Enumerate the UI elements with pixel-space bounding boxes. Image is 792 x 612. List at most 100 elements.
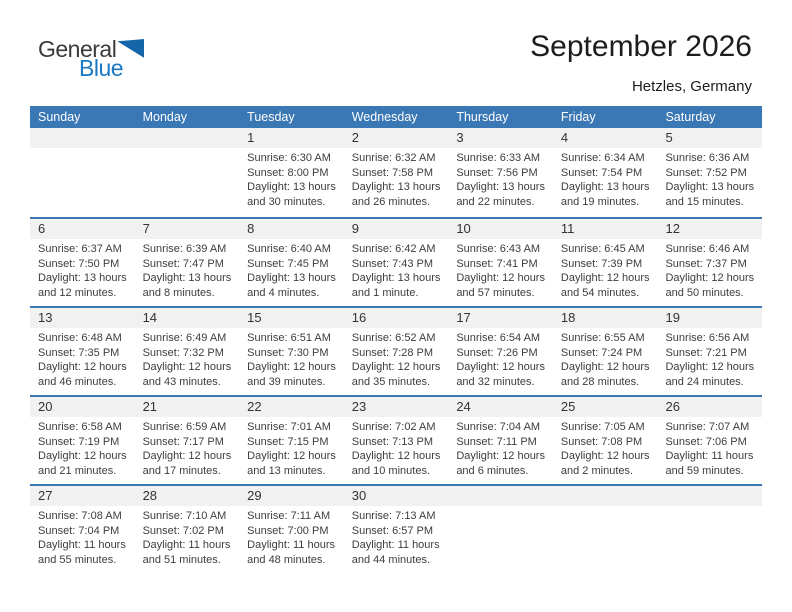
day-cell-empty bbox=[552, 486, 658, 573]
sunrise-text: Sunrise: 6:34 AM bbox=[560, 152, 645, 164]
day-number: 8 bbox=[239, 219, 344, 239]
daylight-text: Daylight: 12 hours and 57 minutes. bbox=[456, 272, 545, 299]
day-number: 4 bbox=[552, 128, 658, 148]
sunset-text: Sunset: 7:37 PM bbox=[665, 257, 747, 270]
daylight-text: Daylight: 13 hours and 8 minutes. bbox=[142, 272, 232, 299]
logo-text-general: General bbox=[38, 36, 117, 62]
daylight-text: Daylight: 12 hours and 32 minutes. bbox=[456, 361, 545, 388]
sunrise-text: Sunrise: 6:48 AM bbox=[38, 332, 122, 344]
weekday-friday: Friday bbox=[560, 110, 596, 124]
daylight-text: Daylight: 12 hours and 35 minutes. bbox=[351, 361, 441, 388]
sunrise-text: Sunrise: 7:08 AM bbox=[38, 510, 122, 522]
sunrise-text: Sunrise: 7:04 AM bbox=[456, 421, 541, 433]
day-number: 17 bbox=[448, 308, 553, 328]
day-cell-empty bbox=[657, 486, 763, 573]
day-number: 14 bbox=[134, 308, 240, 328]
day-cell: 19 Sunrise: 6:56 AM Sunset: 7:21 PM Dayligh… bbox=[657, 308, 763, 395]
day-cell: 17 Sunrise: 6:54 AM Sunset: 7:26 PM Dayligh… bbox=[448, 308, 553, 395]
day-number: 23 bbox=[343, 397, 449, 417]
daylight-text: Daylight: 12 hours and 43 minutes. bbox=[142, 361, 232, 388]
day-cell: 4 Sunrise: 6:34 AM Sunset: 7:54 PM Daylight… bbox=[552, 128, 658, 217]
sunset-text: Sunset: 7:58 PM bbox=[351, 166, 434, 179]
sunrise-text: Sunrise: 6:59 AM bbox=[142, 421, 227, 433]
sunset-text: Sunset: 8:00 PM bbox=[247, 166, 329, 179]
sunset-text: Sunset: 7:13 PM bbox=[351, 435, 434, 448]
sunset-text: Sunset: 7:28 PM bbox=[351, 346, 434, 359]
daylight-text: Daylight: 12 hours and 24 minutes. bbox=[665, 361, 755, 388]
weekday-monday: Monday bbox=[142, 110, 188, 124]
week-row: 27 Sunrise: 7:08 AM Sunset: 7:04 PM Dayligh… bbox=[30, 484, 763, 573]
day-number: 11 bbox=[552, 219, 658, 239]
sunset-text: Sunset: 7:39 PM bbox=[560, 257, 643, 270]
day-cell: 24 Sunrise: 7:04 AM Sunset: 7:11 PM Dayligh… bbox=[448, 397, 553, 484]
sunrise-text: Sunrise: 6:51 AM bbox=[247, 332, 331, 344]
day-number: 26 bbox=[657, 397, 763, 417]
sunrise-text: Sunrise: 7:01 AM bbox=[247, 421, 331, 433]
day-number: 18 bbox=[552, 308, 658, 328]
sunset-text: Sunset: 7:43 PM bbox=[351, 257, 434, 270]
sunrise-text: Sunrise: 7:05 AM bbox=[560, 421, 645, 433]
sunrise-text: Sunrise: 6:49 AM bbox=[142, 332, 227, 344]
day-cell: 3 Sunrise: 6:33 AM Sunset: 7:56 PM Daylight… bbox=[448, 128, 553, 217]
sunset-text: Sunset: 7:54 PM bbox=[560, 166, 643, 179]
daylight-text: Daylight: 11 hours and 55 minutes. bbox=[38, 539, 126, 566]
sunrise-text: Sunrise: 7:02 AM bbox=[351, 421, 436, 433]
day-cell: 20 Sunrise: 6:58 AM Sunset: 7:19 PM Dayligh… bbox=[30, 397, 135, 484]
sunrise-text: Sunrise: 6:30 AM bbox=[247, 152, 331, 164]
daylight-text: Daylight: 13 hours and 22 minutes. bbox=[456, 181, 545, 208]
day-number: 20 bbox=[30, 397, 135, 417]
calendar: Sunday Monday Tuesday Wednesday Thursday… bbox=[30, 106, 763, 573]
sunset-text: Sunset: 7:45 PM bbox=[247, 257, 329, 270]
day-number bbox=[134, 128, 240, 148]
daylight-text: Daylight: 11 hours and 44 minutes. bbox=[351, 539, 440, 566]
day-cell: 15 Sunrise: 6:51 AM Sunset: 7:30 PM Dayligh… bbox=[239, 308, 344, 395]
weekday-wednesday: Wednesday bbox=[351, 110, 418, 124]
daylight-text: Daylight: 12 hours and 50 minutes. bbox=[665, 272, 755, 299]
sunset-text: Sunset: 7:19 PM bbox=[38, 435, 120, 448]
sunrise-text: Sunrise: 6:32 AM bbox=[351, 152, 436, 164]
daylight-text: Daylight: 12 hours and 28 minutes. bbox=[560, 361, 650, 388]
sunrise-text: Sunrise: 7:07 AM bbox=[665, 421, 750, 433]
day-number: 2 bbox=[343, 128, 449, 148]
day-number: 27 bbox=[30, 486, 135, 506]
sunrise-text: Sunrise: 6:43 AM bbox=[456, 243, 541, 255]
day-number: 6 bbox=[30, 219, 135, 239]
sunrise-text: Sunrise: 7:10 AM bbox=[142, 510, 227, 522]
sunset-text: Sunset: 7:32 PM bbox=[142, 346, 224, 359]
daylight-text: Daylight: 13 hours and 1 minute. bbox=[351, 272, 441, 299]
daylight-text: Daylight: 12 hours and 46 minutes. bbox=[38, 361, 127, 388]
sunset-text: Sunset: 7:08 PM bbox=[560, 435, 643, 448]
sunrise-text: Sunrise: 6:56 AM bbox=[665, 332, 750, 344]
day-number: 28 bbox=[134, 486, 240, 506]
sunset-text: Sunset: 7:26 PM bbox=[456, 346, 538, 359]
daylight-text: Daylight: 13 hours and 30 minutes. bbox=[247, 181, 336, 208]
day-cell: 2 Sunrise: 6:32 AM Sunset: 7:58 PM Daylight… bbox=[343, 128, 449, 217]
daylight-text: Daylight: 12 hours and 17 minutes. bbox=[142, 450, 232, 477]
sunrise-text: Sunrise: 6:45 AM bbox=[560, 243, 645, 255]
day-number: 9 bbox=[343, 219, 449, 239]
weekday-saturday: Saturday bbox=[665, 110, 716, 124]
day-cell: 11 Sunrise: 6:45 AM Sunset: 7:39 PM Dayligh… bbox=[552, 219, 658, 306]
day-cell: 27 Sunrise: 7:08 AM Sunset: 7:04 PM Dayligh… bbox=[30, 486, 135, 573]
weekday-header-row: Sunday Monday Tuesday Wednesday Thursday… bbox=[30, 106, 762, 128]
day-cell: 23 Sunrise: 7:02 AM Sunset: 7:13 PM Dayligh… bbox=[343, 397, 449, 484]
sunrise-text: Sunrise: 6:37 AM bbox=[38, 243, 122, 255]
day-number bbox=[552, 486, 658, 506]
daylight-text: Daylight: 13 hours and 15 minutes. bbox=[665, 181, 755, 208]
day-cell: 29 Sunrise: 7:11 AM Sunset: 7:00 PM Dayligh… bbox=[239, 486, 344, 573]
logo-text-blue: Blue bbox=[79, 55, 124, 81]
daylight-text: Daylight: 12 hours and 54 minutes. bbox=[560, 272, 650, 299]
daylight-text: Daylight: 11 hours and 59 minutes. bbox=[665, 450, 754, 477]
sunset-text: Sunset: 7:41 PM bbox=[456, 257, 538, 270]
sunrise-text: Sunrise: 6:58 AM bbox=[38, 421, 122, 433]
day-cell: 10 Sunrise: 6:43 AM Sunset: 7:41 PM Dayligh… bbox=[448, 219, 553, 306]
sunset-text: Sunset: 7:02 PM bbox=[142, 524, 224, 537]
weekday-thursday: Thursday bbox=[456, 110, 509, 124]
day-cell: 25 Sunrise: 7:05 AM Sunset: 7:08 PM Dayligh… bbox=[552, 397, 658, 484]
month-title: September 2026 bbox=[530, 30, 752, 63]
day-cell: 5 Sunrise: 6:36 AM Sunset: 7:52 PM Daylight… bbox=[657, 128, 763, 217]
sunrise-text: Sunrise: 6:40 AM bbox=[247, 243, 331, 255]
week-row: 13 Sunrise: 6:48 AM Sunset: 7:35 PM Dayligh… bbox=[30, 306, 763, 395]
day-number: 24 bbox=[448, 397, 553, 417]
daylight-text: Daylight: 12 hours and 2 minutes. bbox=[560, 450, 650, 477]
